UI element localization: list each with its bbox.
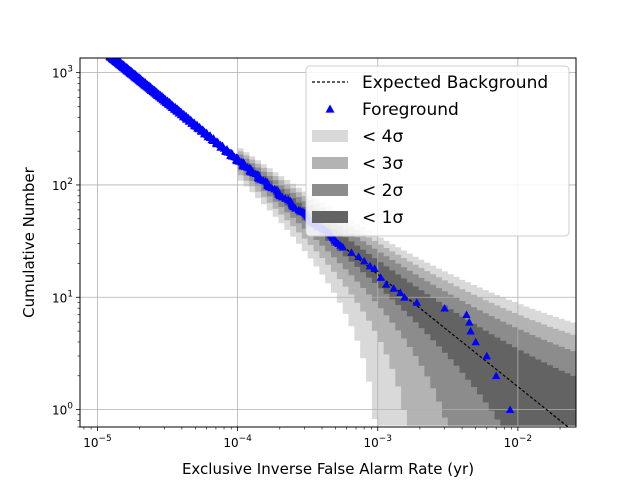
foreground-point-1 [354, 252, 363, 260]
x-tick-label-1-base: 10 [223, 436, 238, 450]
foreground-point-4 [370, 264, 379, 272]
foreground-point-17 [492, 371, 501, 380]
y-tick-label-3: 103 [52, 65, 73, 81]
legend-label-5: < 1σ [362, 208, 403, 228]
foreground-point-3 [365, 261, 375, 270]
y-tick-label-0-base: 10 [52, 404, 67, 418]
y-tick-label-0-exp: 0 [67, 402, 73, 412]
foreground-point-6 [382, 280, 391, 288]
x-tick-label-2: 10−3 [363, 434, 392, 450]
foreground-point-18 [505, 405, 515, 413]
legend-label-0: Expected Background [362, 73, 548, 93]
legend-label-3: < 3σ [362, 154, 403, 174]
foreground-point-11 [440, 304, 449, 312]
legend-label-2: < 4σ [362, 127, 403, 147]
foreground-point-7 [389, 284, 398, 292]
x-tick-label-3: 10−2 [504, 434, 533, 450]
y-tick-label-3-exp: 3 [67, 65, 73, 75]
foreground-point-16 [482, 351, 491, 360]
foreground-point-8 [396, 288, 405, 296]
legend-handle-band-5 [312, 211, 348, 223]
x-tick-label-0: 10−5 [83, 434, 112, 450]
y-tick-label-1: 101 [52, 289, 73, 305]
y-tick-label-1-base: 10 [52, 291, 67, 305]
x-tick-label-1: 10−4 [223, 434, 252, 450]
axes-frame [79, 57, 577, 428]
legend-handle-band-2 [312, 130, 348, 142]
foreground-point-15 [471, 337, 480, 346]
y-tick-label-2-exp: 2 [67, 177, 73, 187]
x-tick-label-3-exp: −2 [519, 434, 532, 444]
legend: Expected Background Foreground < 4σ < 3σ < 2… [305, 65, 570, 237]
foreground-point-14 [466, 326, 475, 335]
x-axis-label: Exclusive Inverse False Alarm Rate (yr) [182, 460, 474, 478]
x-tick-label-0-exp: −5 [99, 434, 112, 444]
y-tick-label-1-exp: 1 [67, 289, 73, 299]
legend-handle-foreground [325, 104, 335, 113]
foreground-point-13 [465, 318, 474, 326]
y-tick-label-0: 100 [52, 402, 73, 418]
foreground-point-9 [400, 293, 409, 301]
x-tick-label-3-base: 10 [504, 436, 519, 450]
legend-handle-band-3 [312, 157, 348, 169]
y-tick-label-2-base: 10 [52, 179, 67, 193]
foreground-point-5 [376, 273, 385, 281]
legend-box [305, 65, 570, 237]
x-tick-label-1-exp: −4 [239, 434, 253, 444]
x-tick-label-0-base: 10 [83, 436, 98, 450]
foreground-point-10 [412, 298, 421, 306]
legend-handle-band-4 [312, 184, 348, 196]
foreground-point-2 [360, 256, 369, 265]
legend-label-1: Foreground [362, 100, 459, 120]
foreground-point-12 [462, 310, 471, 318]
legend-label-4: < 2σ [362, 181, 403, 201]
y-tick-label-2: 102 [52, 177, 73, 193]
foreground-point-dense-402 [338, 242, 348, 251]
x-tick-label-2-base: 10 [363, 436, 378, 450]
x-tick-label-2-exp: −3 [379, 434, 392, 444]
foreground-point-0 [347, 248, 356, 256]
y-tick-label-3-base: 10 [52, 67, 67, 81]
y-axis-label: Cumulative Number [20, 166, 38, 317]
